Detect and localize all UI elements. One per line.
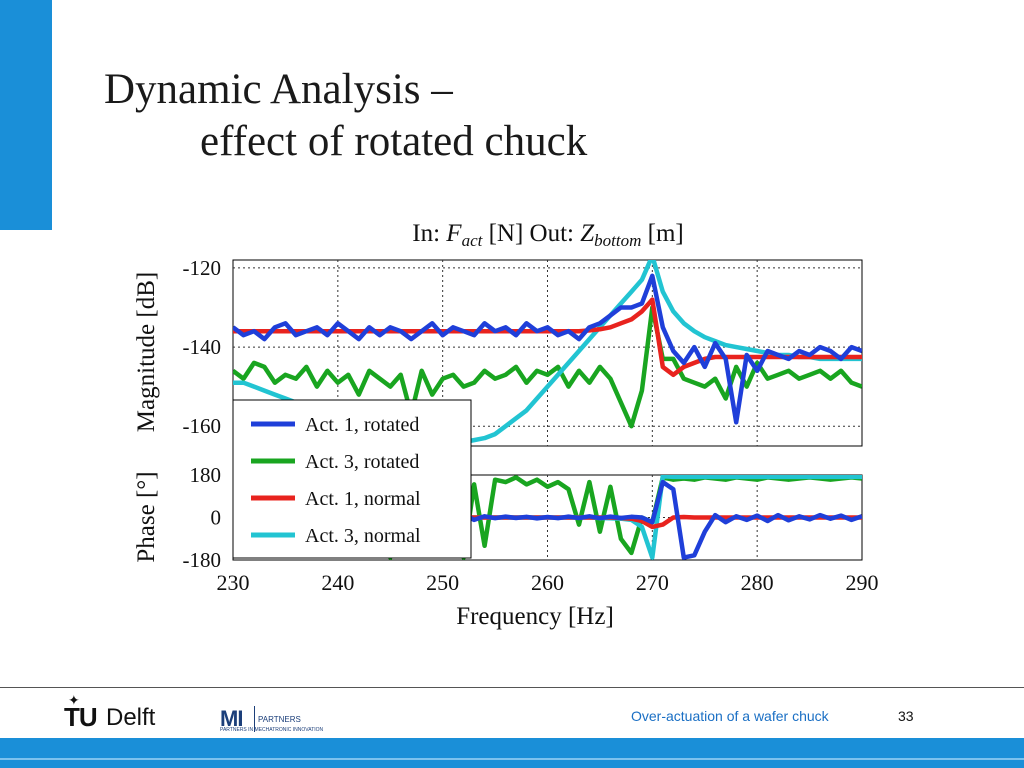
x-tick-label: 230	[217, 570, 250, 595]
x-axis-label: Frequency [Hz]	[456, 603, 614, 630]
x-tick-label: 270	[636, 570, 669, 595]
slide-title: Dynamic Analysis – effect of rotated chu…	[104, 64, 587, 168]
legend-label: Act. 3, rotated	[305, 451, 419, 473]
footer-band	[0, 738, 1024, 768]
x-tick-label: 280	[741, 570, 774, 595]
footer-band-strip	[0, 758, 1024, 760]
phase-tick-label: 0	[211, 506, 222, 530]
mi-logo-divider	[254, 706, 255, 732]
phase-axis-label: Phase [°]	[133, 471, 160, 562]
magnitude-axis-label: Magnitude [dB]	[133, 272, 160, 432]
x-tick-label: 240	[321, 570, 354, 595]
title-line-2: effect of rotated chuck	[200, 118, 588, 165]
chart-title: In: Fact [N] Out: Zbottom [m]	[412, 220, 684, 250]
magnitude-line-act-1-normal	[233, 297, 862, 378]
page-number: 33	[898, 708, 914, 724]
title-line-1: Dynamic Analysis –	[104, 66, 453, 113]
tudelft-logo-delft: Delft	[106, 704, 156, 731]
magnitude-line-act-3-rotated	[233, 305, 862, 429]
x-tick-label: 290	[846, 570, 879, 595]
x-tick-label: 260	[531, 570, 564, 595]
magnitude-tick-label: -120	[183, 256, 222, 280]
phase-tick-label: -180	[183, 548, 222, 572]
accent-side-bar	[0, 0, 52, 230]
mi-logo-partners: PARTNERS	[258, 715, 301, 724]
mi-logo-tagline: PARTNERS IN MECHATRONIC INNOVATION	[220, 727, 324, 733]
phase-tick-label: 180	[190, 463, 222, 487]
legend-label: Act. 1, rotated	[305, 414, 419, 436]
mi-logo-mark: MI	[220, 706, 243, 731]
x-tick-label: 250	[426, 570, 459, 595]
footer-presentation-title: Over-actuation of a wafer chuck	[631, 708, 829, 724]
magnitude-line-act-1-rotated	[233, 273, 862, 425]
flame-icon: ✦	[68, 692, 80, 708]
tudelft-logo-tu: TU	[64, 702, 98, 732]
legend-label: Act. 3, normal	[305, 525, 421, 547]
footer-divider	[0, 687, 1024, 688]
magnitude-tick-label: -140	[183, 335, 222, 359]
magnitude-tick-label: -160	[183, 414, 222, 438]
legend-label: Act. 1, normal	[305, 488, 421, 510]
